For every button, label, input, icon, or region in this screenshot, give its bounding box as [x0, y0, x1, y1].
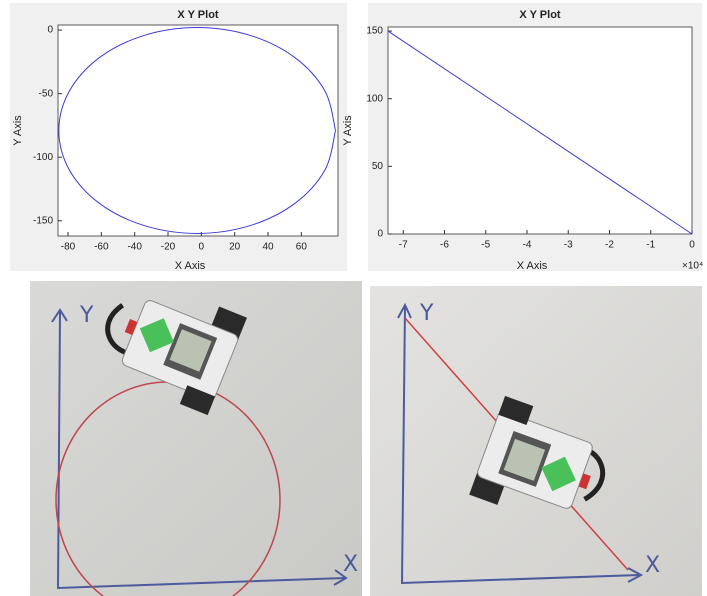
x-tick-label: 20	[229, 242, 241, 253]
photo: Y X	[30, 270, 362, 596]
plot-area	[388, 27, 692, 234]
x-tick-label: 40	[262, 242, 274, 253]
y-axis-label: Y Axis	[342, 115, 354, 146]
y-axis-label: Y Axis	[12, 115, 24, 146]
x-tick-label: -2	[605, 240, 614, 251]
x-tick-label: -40	[127, 242, 142, 253]
photo-y-label: Y	[79, 303, 94, 328]
x-tick-label: -7	[399, 240, 408, 251]
y-tick-label: 100	[366, 93, 383, 104]
y-tick-label: -150	[33, 215, 53, 226]
photo-x-label: X	[645, 553, 660, 578]
x-tick-label: 60	[296, 242, 308, 253]
x-tick-label: -1	[646, 240, 655, 251]
x-tick-label: -6	[440, 240, 449, 251]
y-tick-label: 0	[47, 25, 53, 36]
x-tick-label: -20	[161, 242, 176, 253]
x-axis-label: X Axis	[517, 260, 548, 272]
x-tick-label: -4	[523, 240, 532, 251]
figure: Y X Y X X Y PlotX AxisY Axis-80-60-40-20…	[0, 0, 707, 596]
chart-title: X Y Plot	[519, 9, 561, 21]
y-tick-label: 0	[377, 229, 383, 240]
y-tick-label: 150	[366, 26, 383, 37]
photo-y-label: Y	[419, 301, 434, 326]
x-tick-label: -80	[61, 242, 76, 253]
x-tick-label: -3	[564, 240, 573, 251]
y-tick-label: -50	[39, 88, 54, 99]
x-axis-label: X Axis	[175, 260, 206, 272]
x-tick-label: 0	[199, 242, 205, 253]
x-multiplier: ×10⁴	[682, 261, 703, 272]
y-tick-label: 50	[372, 161, 384, 172]
photo: Y X	[370, 286, 702, 596]
y-tick-label: -100	[33, 152, 53, 163]
photo-x-label: X	[343, 552, 358, 577]
x-tick-label: -60	[94, 242, 109, 253]
chart-title: X Y Plot	[177, 9, 219, 21]
x-tick-label: -5	[481, 240, 490, 251]
x-tick-label: 0	[689, 240, 695, 251]
